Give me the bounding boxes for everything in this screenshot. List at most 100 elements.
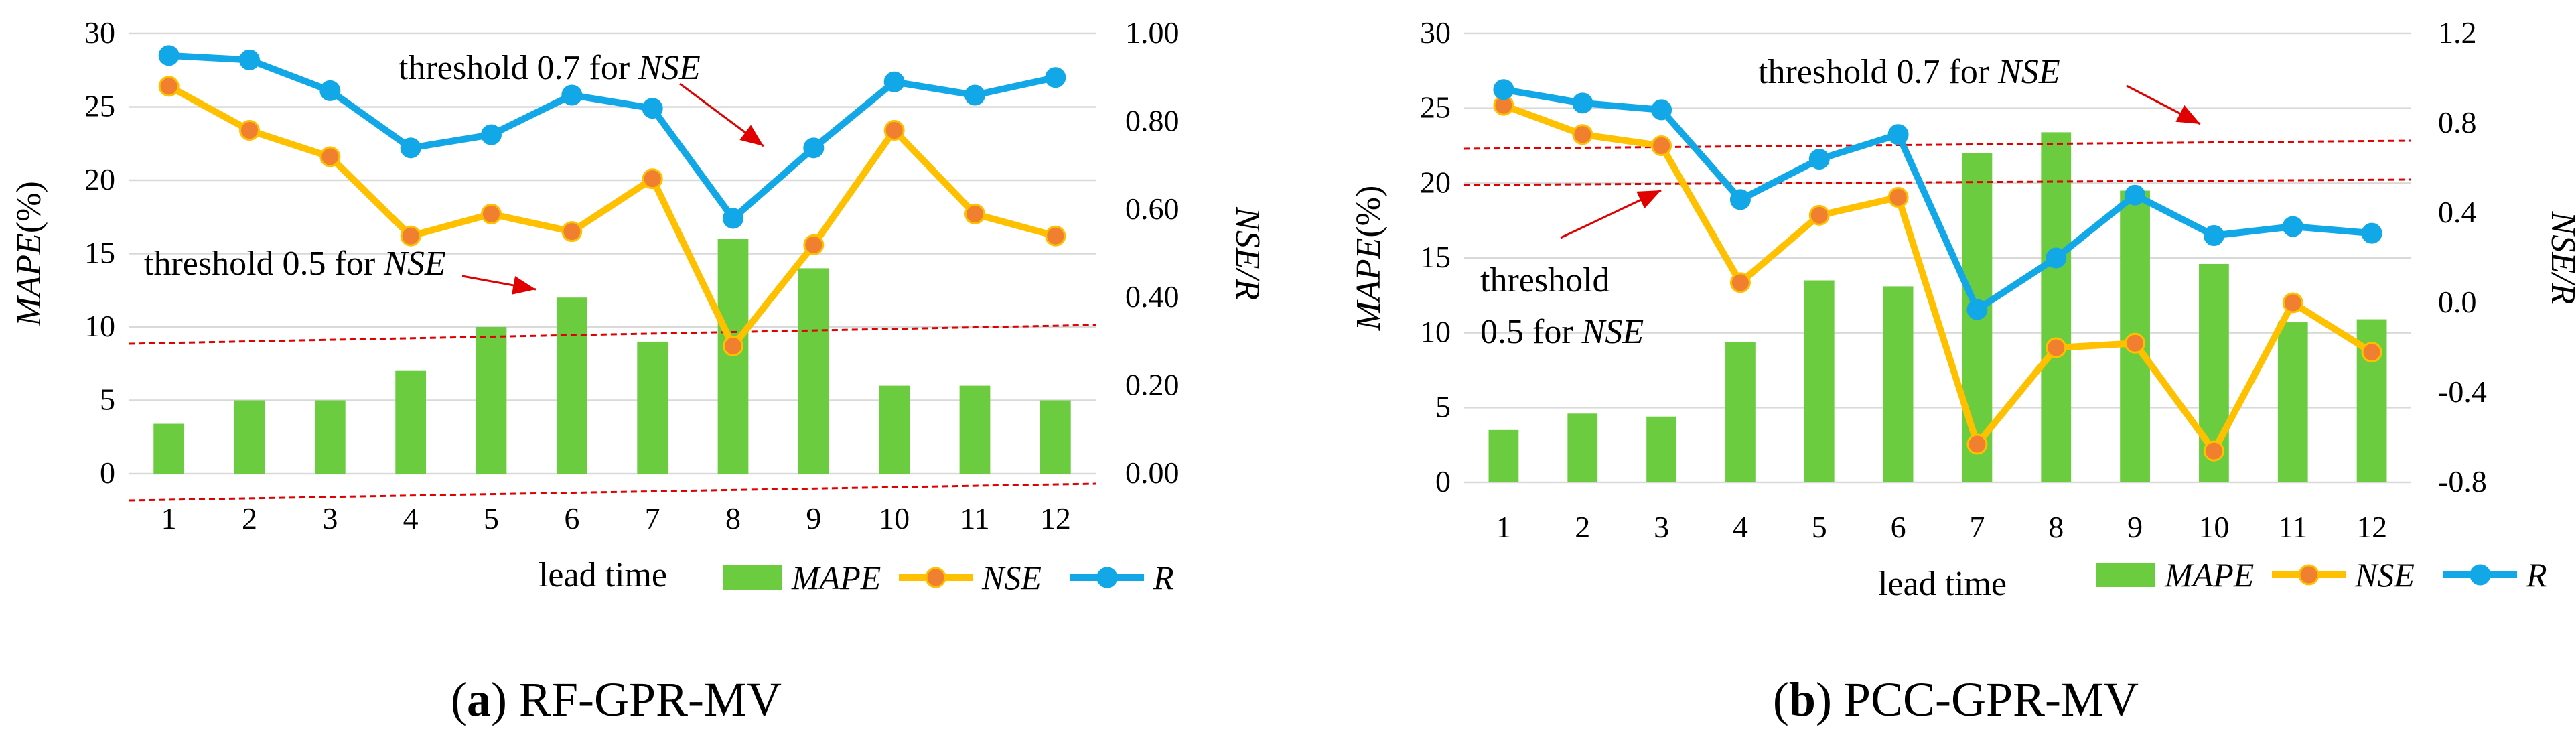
point-r [803, 137, 825, 159]
x-tick-label: 11 [960, 501, 989, 535]
x-tick-label: 8 [725, 501, 741, 535]
threshold-label-italic: NSE [1581, 313, 1644, 351]
point-nse [1045, 225, 1066, 247]
caption-label: a [467, 673, 491, 726]
threshold-label-text: 0.5 for [1480, 313, 1582, 351]
point-r [2361, 222, 2382, 244]
bar-mape [2041, 132, 2072, 482]
point-r [2046, 247, 2067, 269]
x-tick-label: 10 [2198, 510, 2229, 544]
caption-name: ) RF-GPR-MV [491, 673, 782, 726]
threshold-label-italic: NSE [383, 245, 445, 283]
point-r [1729, 189, 1751, 210]
y-tick-label-left: 25 [1420, 90, 1451, 125]
bar-mape [153, 423, 185, 474]
y-tick-label-left: 0 [1435, 464, 1451, 498]
x-tick-label: 2 [1575, 510, 1590, 544]
threshold-line [128, 482, 1096, 502]
bar-mape [1567, 413, 1598, 482]
threshold-label-text: threshold 0.7 for [399, 49, 638, 87]
y-axis-label-left-unit: (%) [1350, 186, 1388, 238]
legend-marker-nse [2298, 564, 2319, 586]
point-nse [239, 120, 260, 141]
line-nse [167, 83, 1057, 350]
y-tick-label-right: 0.4 [2438, 195, 2477, 229]
x-axis-label: lead time [539, 556, 667, 594]
point-nse [561, 221, 583, 243]
point-nse [400, 225, 421, 247]
x-tick-label: 3 [1654, 510, 1669, 544]
bar-mape [2277, 322, 2308, 482]
y-tick-label-right: 0.80 [1125, 103, 1179, 137]
bar-mape [476, 327, 507, 474]
point-r [2125, 184, 2146, 206]
y-axis-label-left: MAPE(%) [1350, 186, 1388, 332]
y-tick-label-right: 0.40 [1125, 279, 1179, 314]
point-nse [723, 335, 743, 356]
bar-mape [314, 400, 346, 474]
x-tick-label: 9 [806, 501, 821, 535]
point-nse [2046, 337, 2067, 358]
threshold-line [128, 324, 1096, 345]
point-r [158, 45, 180, 66]
threshold-label: threshold 0.5 for NSE [144, 245, 446, 283]
y-tick-label-right: -0.4 [2438, 375, 2487, 409]
x-tick-label: 7 [1969, 510, 1985, 544]
x-axis-label: lead time [1878, 565, 2007, 603]
point-nse [964, 203, 985, 224]
bar-mape [1646, 416, 1676, 482]
threshold-arrow-head [512, 276, 536, 295]
bar-mape [798, 268, 829, 474]
point-r [964, 84, 985, 106]
point-r [1887, 124, 1909, 145]
point-nse [2125, 332, 2146, 354]
threshold-label-line2: 0.5 for NSE [1480, 313, 1644, 351]
threshold-label-text: threshold [1480, 261, 1610, 299]
y-tick-label-left: 30 [84, 15, 115, 50]
x-tick-label: 3 [322, 501, 338, 535]
legend-swatch-mape [2096, 563, 2155, 587]
threshold-label-text: threshold 0.5 for [144, 245, 384, 283]
caption-paren: ( [451, 673, 467, 726]
legend-label-mape: MAPE [2164, 556, 2254, 594]
point-nse [883, 120, 905, 141]
point-nse [2361, 342, 2382, 363]
x-tick-label: 4 [403, 501, 419, 535]
x-tick-label: 6 [564, 501, 579, 535]
point-r [319, 80, 341, 101]
threshold-label-text: threshold 0.7 for [1758, 53, 1998, 91]
point-r [723, 208, 743, 229]
caption-label: b [1789, 673, 1816, 726]
y-tick-label-right: -0.8 [2438, 464, 2487, 498]
bar-mape [959, 385, 991, 474]
bar-mape [1488, 429, 1519, 482]
bar-mape [234, 400, 265, 474]
point-r [1651, 99, 1672, 121]
point-nse [481, 203, 502, 224]
x-tick-label: 7 [645, 501, 660, 535]
y-tick-label-left: 15 [84, 236, 115, 270]
legend-marker-r [2470, 564, 2491, 586]
point-nse [2282, 292, 2303, 314]
bar-mape [637, 341, 668, 474]
legend-label-nse: NSE [2354, 556, 2415, 594]
x-tick-label: 10 [879, 501, 910, 535]
threshold-label: threshold [1480, 261, 1610, 299]
legend-label-r: R [2526, 556, 2547, 594]
point-nse [158, 76, 180, 97]
line-r [1503, 86, 2372, 314]
point-nse [1729, 272, 1751, 293]
threshold-arrow-head [739, 125, 764, 146]
y-tick-label-left: 5 [100, 383, 115, 417]
x-tick-label: 1 [161, 501, 177, 535]
point-nse [803, 234, 825, 255]
y-axis-label-left-italic: MAPE [1350, 238, 1388, 332]
panel-caption: (b) PCC-GPR-MV [1773, 673, 2139, 726]
y-axis-label-left-unit: (%) [10, 181, 48, 233]
point-nse [1651, 135, 1672, 156]
threshold-line [1463, 139, 2412, 150]
point-r [883, 71, 905, 92]
x-tick-label: 11 [2278, 510, 2307, 544]
